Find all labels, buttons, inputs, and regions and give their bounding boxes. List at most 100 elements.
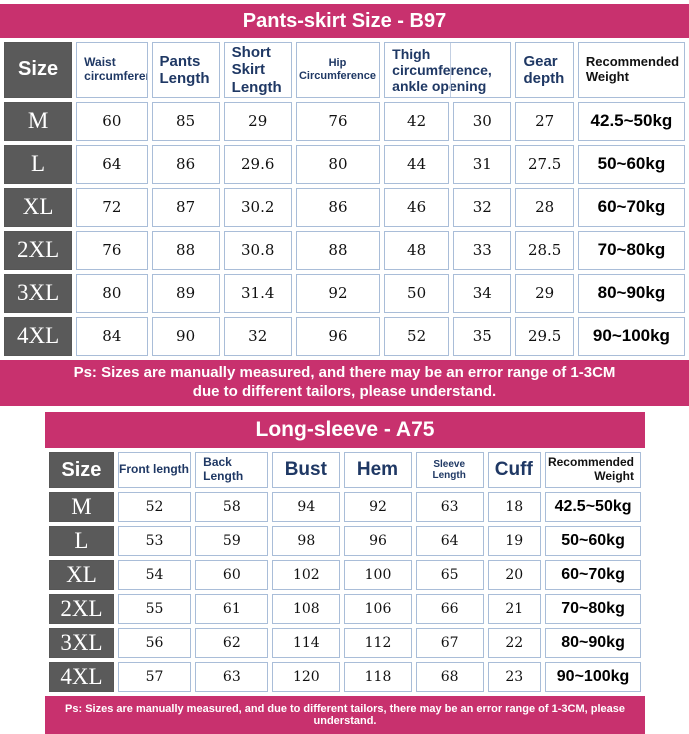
weight-range: 90~100kg — [577, 316, 685, 356]
t1-header-waist: Waist circumference — [76, 42, 148, 98]
long-sleeve-title-band: Long-sleeve - A75 — [45, 412, 645, 449]
size-label: L — [4, 144, 73, 184]
size-label: L — [49, 526, 114, 557]
weight-range: 60~70kg — [577, 187, 685, 227]
pants-skirt-size-table: Size Waist circumference Pants Length Sh… — [0, 38, 689, 360]
t2-header-sleeve-length: Sleeve Length — [415, 452, 484, 489]
back-length-value: 60 — [195, 560, 269, 591]
long-sleeve-section: Long-sleeve - A75 Size Front length Back… — [45, 412, 645, 734]
bust-value: 102 — [272, 560, 341, 591]
table-row: 2XL 76 88 30.8 88 48 33 28.5 70~80kg — [4, 230, 685, 270]
bust-value: 114 — [272, 628, 341, 659]
hip-value: 96 — [295, 316, 381, 356]
t1-header-thigh-ankle: Thigh circumference, ankle opening — [384, 42, 512, 98]
waist-value: 80 — [76, 273, 148, 313]
front-length-value: 53 — [117, 526, 192, 557]
t2-header-back-length: Back Length — [195, 452, 269, 489]
size-label: 3XL — [4, 273, 73, 313]
weight-range: 42.5~50kg — [577, 101, 685, 141]
weight-range: 80~90kg — [545, 628, 641, 659]
weight-range: 90~100kg — [545, 662, 641, 693]
note-line-1: Ps: Sizes are manually measured, and the… — [73, 363, 616, 381]
gear-depth-value: 28.5 — [515, 230, 574, 270]
waist-value: 72 — [76, 187, 148, 227]
gear-depth-value: 27 — [515, 101, 574, 141]
long-sleeve-size-table: Size Front length Back Length Bust Hem S… — [45, 448, 645, 696]
short-skirt-value: 32 — [223, 316, 292, 356]
subcolumn-divider — [450, 43, 452, 97]
cuff-value: 21 — [487, 594, 542, 625]
hip-value: 86 — [295, 187, 381, 227]
hem-value: 106 — [344, 594, 412, 625]
hip-value: 92 — [295, 273, 381, 313]
t1-header-recommended-weight: Recommended Weight — [577, 42, 685, 98]
t2-header-size: Size — [49, 452, 114, 489]
weight-range: 70~80kg — [545, 594, 641, 625]
long-sleeve-title: Long-sleeve - A75 — [255, 418, 435, 442]
ankle-value: 31 — [453, 144, 512, 184]
bust-value: 120 — [272, 662, 341, 693]
ankle-value: 30 — [453, 101, 512, 141]
pants-skirt-title: Pants-skirt Size - B97 — [242, 10, 447, 32]
pants-length-value: 86 — [151, 144, 220, 184]
t1-header-pants-length: Pants Length — [151, 42, 220, 98]
short-skirt-value: 30.8 — [223, 230, 292, 270]
table-row: 3XL 56 62 114 112 67 22 80~90kg — [49, 628, 641, 659]
short-skirt-value: 29 — [223, 101, 292, 141]
long-sleeve-header-row: Size Front length Back Length Bust Hem S… — [49, 452, 641, 489]
pants-skirt-title-band: Pants-skirt Size - B97 — [0, 4, 689, 38]
t2-header-bust: Bust — [272, 452, 341, 489]
short-skirt-value: 31.4 — [223, 273, 292, 313]
pants-length-value: 90 — [151, 316, 220, 356]
table-row: 4XL 84 90 32 96 52 35 29.5 90~100kg — [4, 316, 685, 356]
front-length-value: 56 — [117, 628, 192, 659]
pants-length-value: 89 — [151, 273, 220, 313]
waist-value: 64 — [76, 144, 148, 184]
ankle-value: 33 — [453, 230, 512, 270]
pants-length-value: 88 — [151, 230, 220, 270]
t1-header-thigh-ankle-label: Thigh circumference, ankle opening — [392, 45, 492, 94]
front-length-value: 55 — [117, 594, 192, 625]
gear-depth-value: 29 — [515, 273, 574, 313]
thigh-value: 50 — [384, 273, 450, 313]
size-label: 4XL — [4, 316, 73, 356]
pants-skirt-header-row: Size Waist circumference Pants Length Sh… — [4, 42, 685, 98]
gear-depth-value: 27.5 — [515, 144, 574, 184]
weight-range: 42.5~50kg — [545, 492, 641, 523]
t1-header-gear-depth: Gear depth — [515, 42, 574, 98]
back-length-value: 58 — [195, 492, 269, 523]
cuff-value: 20 — [487, 560, 542, 591]
thigh-value: 48 — [384, 230, 450, 270]
hem-value: 92 — [344, 492, 412, 523]
front-length-value: 54 — [117, 560, 192, 591]
long-sleeve-note-band: Ps: Sizes are manually measured, and due… — [45, 696, 645, 734]
hem-value: 118 — [344, 662, 412, 693]
long-sleeve-note: Ps: Sizes are manually measured, and due… — [65, 703, 625, 728]
size-label: 3XL — [49, 628, 114, 659]
waist-value: 76 — [76, 230, 148, 270]
waist-value: 84 — [76, 316, 148, 356]
pants-skirt-note-band: Ps: Sizes are manually measured, and the… — [0, 359, 689, 407]
hem-value: 96 — [344, 526, 412, 557]
t1-header-short-skirt-length: Short Skirt Length — [223, 42, 292, 98]
size-chart-page: Pants-skirt Size - B97 Size Waist circum… — [0, 4, 689, 734]
sleeve-length-value: 66 — [415, 594, 484, 625]
cuff-value: 19 — [487, 526, 542, 557]
hem-value: 100 — [344, 560, 412, 591]
gear-depth-value: 28 — [515, 187, 574, 227]
thigh-value: 46 — [384, 187, 450, 227]
bust-value: 98 — [272, 526, 341, 557]
cuff-value: 22 — [487, 628, 542, 659]
sleeve-length-value: 65 — [415, 560, 484, 591]
back-length-value: 61 — [195, 594, 269, 625]
pants-length-value: 87 — [151, 187, 220, 227]
ankle-value: 34 — [453, 273, 512, 313]
size-label: 2XL — [49, 594, 114, 625]
table-row: L 53 59 98 96 64 19 50~60kg — [49, 526, 641, 557]
thigh-value: 44 — [384, 144, 450, 184]
sleeve-length-value: 63 — [415, 492, 484, 523]
weight-range: 80~90kg — [577, 273, 685, 313]
back-length-value: 62 — [195, 628, 269, 659]
weight-range: 70~80kg — [577, 230, 685, 270]
size-label: 2XL — [4, 230, 73, 270]
